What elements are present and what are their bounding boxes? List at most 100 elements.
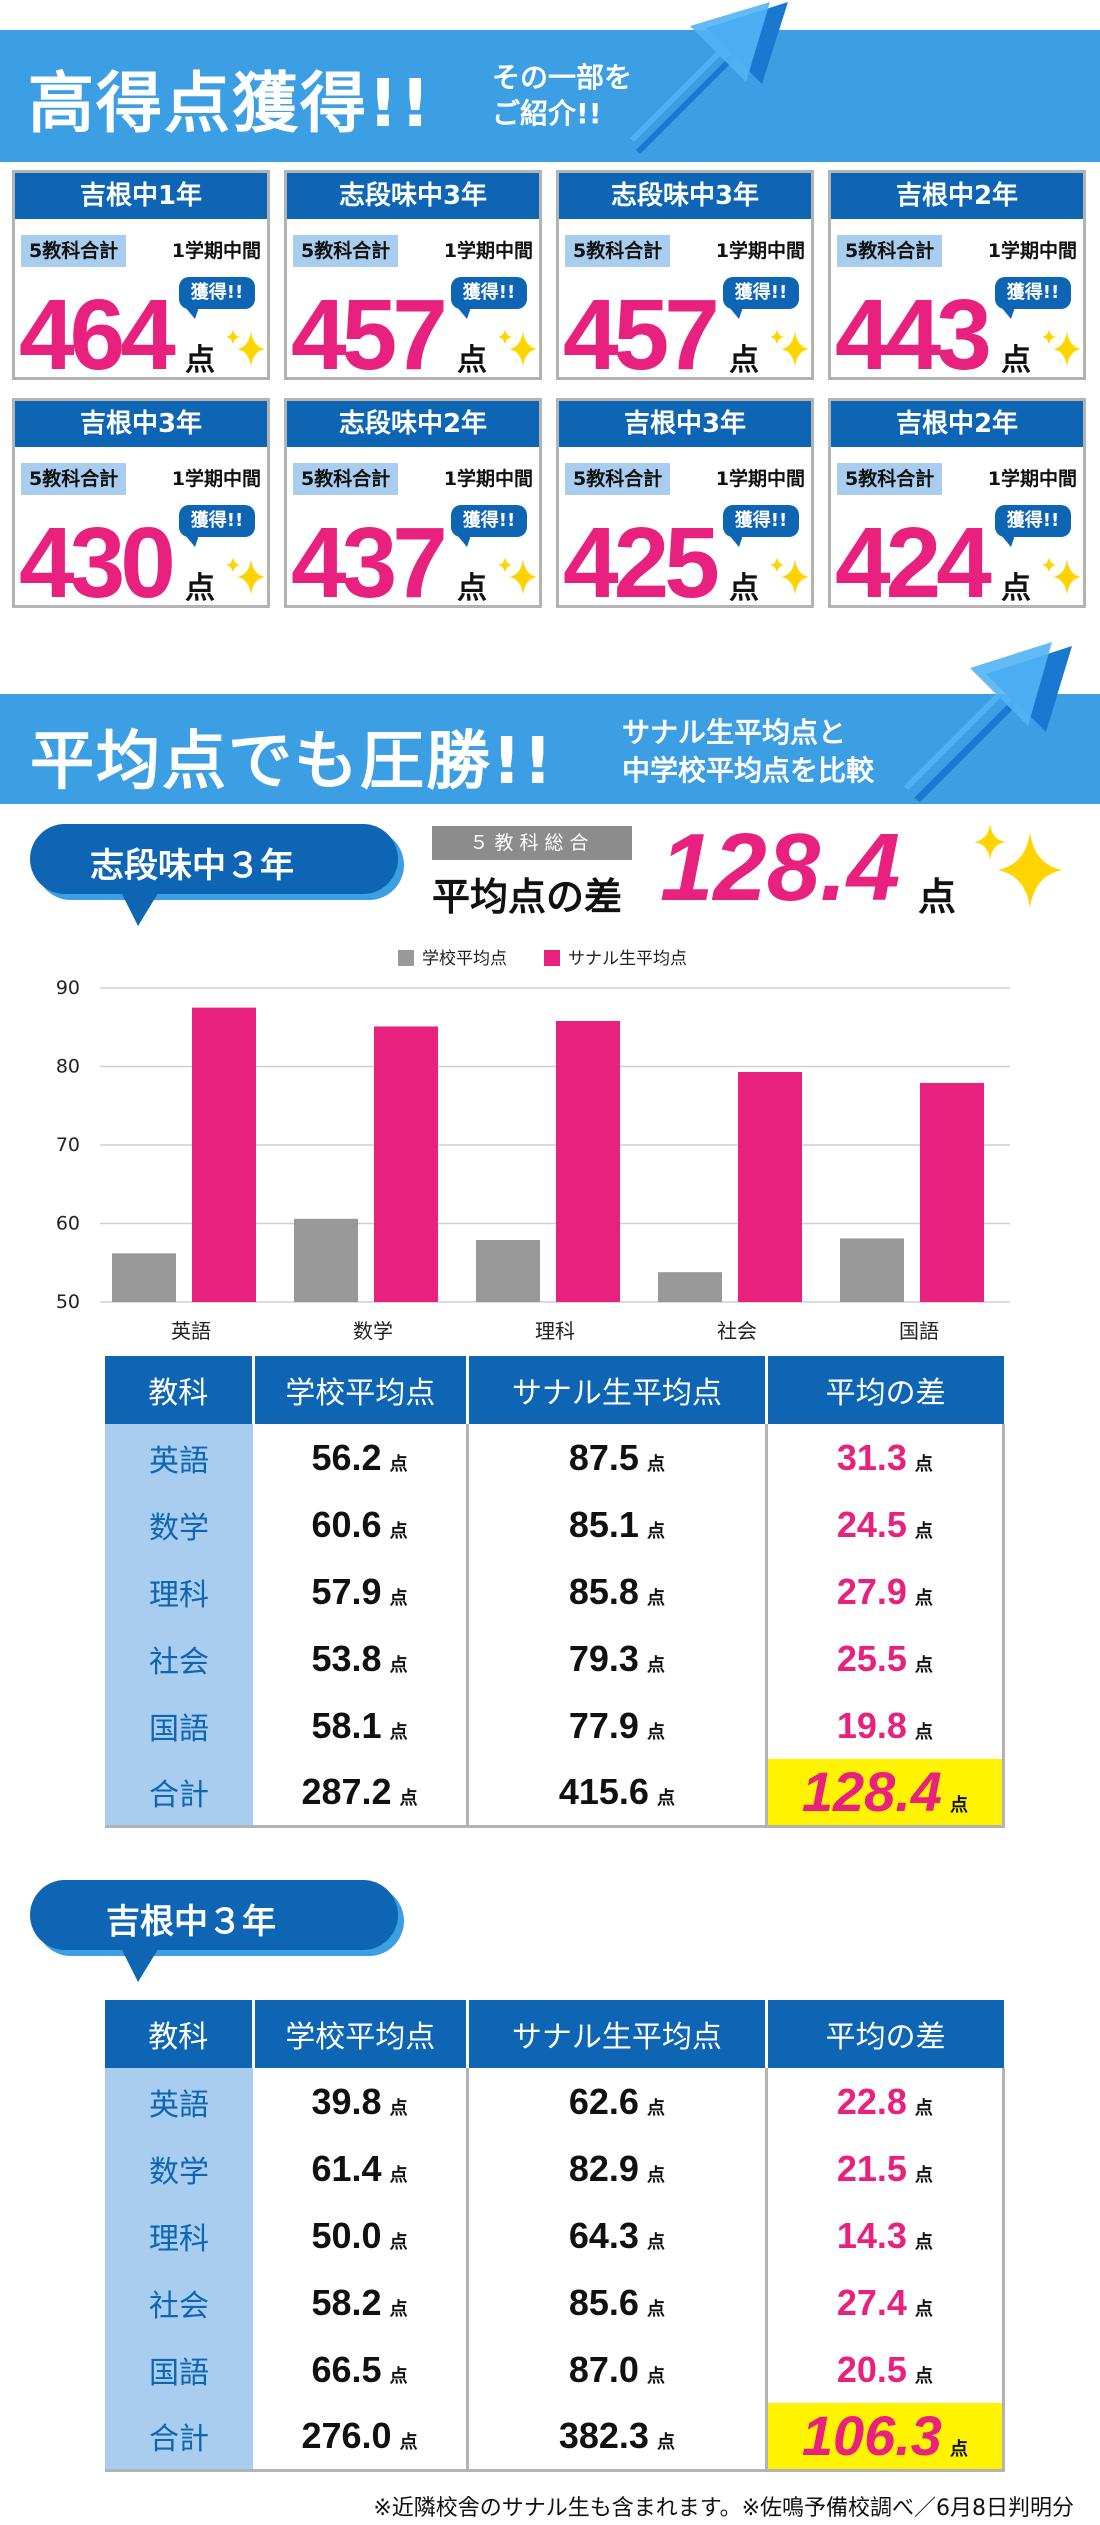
sanaru-avg-cell: 87.5 点 [467,1424,768,1491]
subject-cell: 英語 [105,1424,253,1491]
score-card: 吉根中2年 5教科合計 1学期中間 獲得!! 424 点 [828,398,1086,613]
sparkle-icon [770,557,809,595]
banner-subtitle-line1: その一部を [492,61,633,94]
unit: 点 [646,1587,665,1609]
card-school: 吉根中1年 [15,173,267,219]
card-score: 457 [291,279,448,391]
table-row: 国語 66.5 点 87.0 点 20.5 点 [105,2336,1006,2403]
sanaru-avg-value: 82.9 [568,2147,639,2189]
diff-value: 128.4 [660,814,901,921]
school-label-text: 吉根中３年 [106,1902,276,1942]
diff-cell: 19.8 点 [766,1692,1006,1759]
table-header: 平均の差 [766,2000,1004,2068]
arrow-up-right-icon [630,2,788,154]
unit: 点 [399,2431,418,2453]
legend-swatch [398,950,414,966]
card-score: 464 [19,279,176,391]
table-header: 教科 [105,2000,255,2068]
sanaru-avg-bar [920,1082,984,1302]
card-gain-badge: 獲得!! [995,277,1071,319]
unit: 点 [646,2298,665,2320]
unit: 点 [389,1654,408,1676]
sanaru-avg-cell: 79.3 点 [467,1625,768,1692]
sum-label: ５教科総合 [432,826,632,860]
card-subject-tag: 5教科合計 [21,463,127,495]
card-score: 437 [291,507,448,619]
card-unit: 点 [457,571,487,606]
x-tick-label: 理科 [535,1319,575,1340]
unit: 点 [389,2164,408,2186]
school-avg-value: 276.0 [301,2414,392,2456]
unit: 点 [646,2231,665,2253]
card-gain-badge: 獲得!! [179,505,255,547]
school-avg-cell: 66.5 点 [253,2336,470,2403]
unit: 点 [656,2431,675,2453]
unit: 点 [914,2164,933,2186]
subject-cell: 合計 [105,1759,253,1826]
card-score: 443 [835,279,992,391]
card-school: 志段味中3年 [559,173,811,219]
sanaru-avg-value: 85.6 [568,2281,639,2323]
school-avg-value: 50.0 [311,2214,382,2256]
diff-value: 27.4 [836,2281,907,2323]
score-card: 吉根中3年 5教科合計 1学期中間 獲得!! 425 点 [556,398,814,613]
school-label-kine: 吉根中３年 [30,1880,398,1950]
unit: 点 [389,1721,408,1743]
card-subject-tag: 5教科合計 [565,235,671,267]
diff-label: 平均点の差 [432,875,623,919]
x-tick-label: 数学 [353,1319,393,1340]
unit: 点 [389,2231,408,2253]
diff-cell: 14.3 点 [766,2202,1006,2269]
sanaru-avg-value: 415.6 [558,1770,649,1812]
card-score: 457 [563,279,720,391]
x-tick-label: 国語 [899,1319,939,1340]
card-subject-tag: 5教科合計 [565,463,671,495]
table-header: 学校平均点 [253,2000,470,2068]
card-gain-badge: 獲得!! [451,277,527,319]
school-avg-cell: 58.2 点 [253,2269,470,2336]
school-avg-cell: 53.8 点 [253,1625,470,1692]
unit: 点 [646,2365,665,2387]
diff-value: 14.3 [836,2214,907,2256]
diff-total-value: 106.3 [801,2404,942,2468]
card-subject-tag: 5教科合計 [837,235,943,267]
unit: 点 [646,1654,665,1676]
y-tick-label: 80 [56,1056,80,1078]
table-row: 合計 276.0 点 382.3 点 106.3 点 [105,2403,1006,2470]
footnote: ※近隣校舎のサナル生も含まれます。※佐鳴予備校調べ／6月8日判明分 [373,2496,1074,2521]
sanaru-avg-value: 64.3 [568,2214,639,2256]
card-term: 1学期中間 [443,468,533,490]
legend-label: サナル生平均点 [568,949,687,969]
speech-tail [120,890,160,926]
school-avg-bar [658,1272,722,1302]
unit: 点 [389,2365,408,2387]
diff-value: 21.5 [836,2147,907,2189]
score-card: 吉根中3年 5教科合計 1学期中間 獲得!! 430 点 [12,398,270,619]
average-table-kine: 教科 学校平均点 サナル生平均点 平均の差 英語 39.8 点 62.6 点 22.8 点数学 61.… [105,2000,1006,2472]
unit: 点 [646,1453,665,1475]
sparkle-icon [226,329,265,367]
diff-value: 27.9 [836,1570,907,1612]
card-school: 志段味中2年 [287,401,539,447]
school-avg-cell: 58.1 点 [253,1692,470,1759]
school-avg-value: 56.2 [311,1436,382,1478]
card-term: 1学期中間 [987,240,1077,262]
card-term: 1学期中間 [171,240,261,262]
school-avg-cell: 60.6 点 [253,1491,470,1558]
unit: 点 [646,2097,665,2119]
card-subject-tag: 5教科合計 [837,463,943,495]
subject-cell: 英語 [105,2068,253,2135]
school-avg-value: 61.4 [311,2147,382,2189]
legend-swatch [544,950,560,966]
unit: 点 [646,1520,665,1542]
unit: 点 [389,1520,408,1542]
diff-value: 19.8 [836,1704,907,1746]
card-score: 430 [19,507,176,619]
sparkle-icon [1042,557,1081,595]
card-school: 吉根中3年 [559,401,811,447]
unit: 点 [914,2298,933,2320]
average-banner: 平均点でも圧勝!! サナル生平均点と 中学校平均点を比較 [0,694,1100,804]
card-term: 1学期中間 [443,240,533,262]
school-avg-value: 53.8 [311,1637,382,1679]
score-card: 志段味中3年 5教科合計 1学期中間 獲得!! 457 点 [556,170,814,391]
